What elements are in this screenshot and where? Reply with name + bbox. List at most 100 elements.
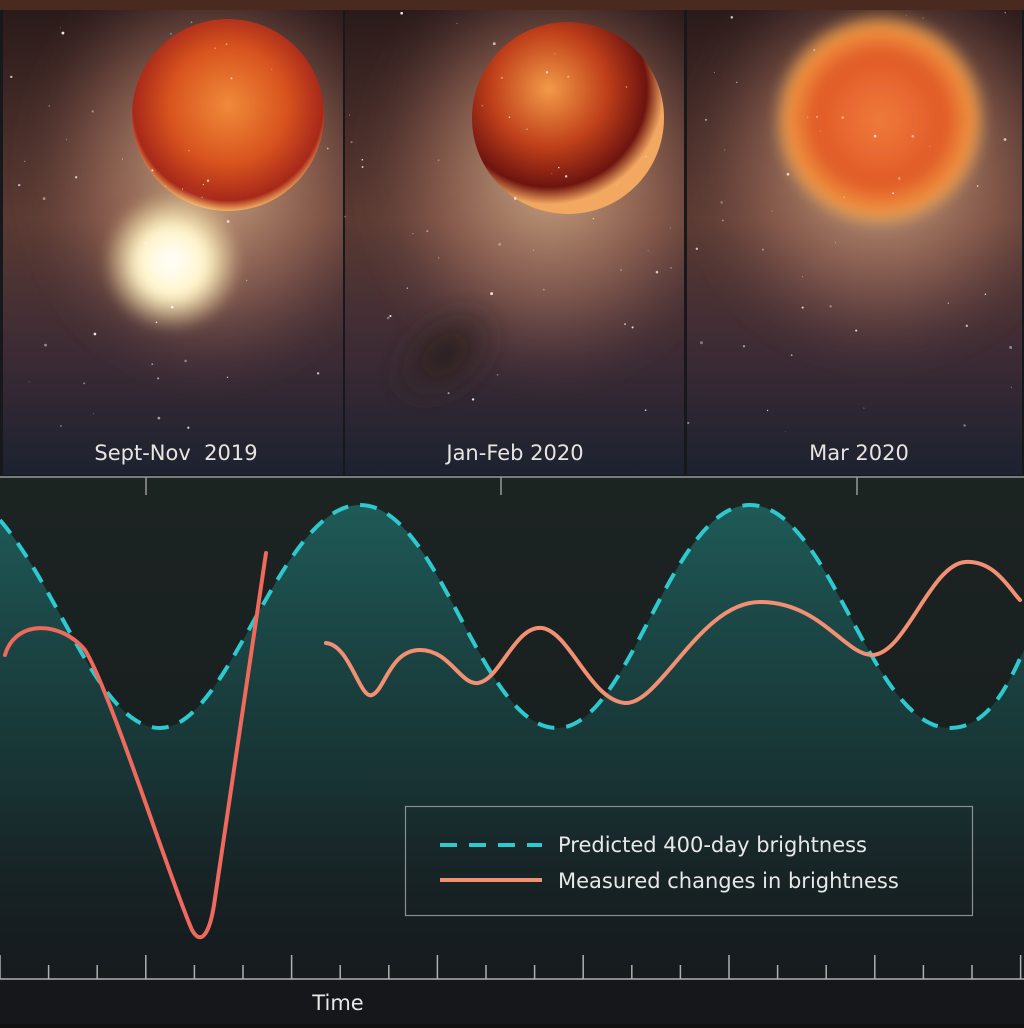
star-dot [74,176,78,179]
star-dot [790,354,793,357]
star-dot [807,116,809,118]
top-strip [0,0,1024,10]
star-dot [620,268,623,271]
star-dot [873,134,877,138]
star-dot [122,158,124,160]
star-dot [490,292,494,296]
star-dot [18,184,21,187]
star-dot [44,343,47,347]
star-dot [24,160,26,163]
star-dot [835,242,836,244]
star-dot [1003,138,1007,141]
star-dot [437,159,440,161]
star-dot [892,192,895,195]
star-dot [670,267,672,269]
star-dot [855,329,858,332]
star-dot [201,196,203,198]
star-dot [625,86,628,88]
top-ticks [145,477,858,495]
star-dot [705,118,707,121]
star-dot [730,16,734,19]
star-dot [905,14,907,16]
star-dot [406,287,408,289]
star-dot [695,247,699,250]
star-dot [61,31,65,35]
star-dot [829,305,832,308]
star-dot [766,409,769,412]
star-dot [545,71,549,74]
star-dot [533,249,535,251]
star-dot [170,33,172,35]
star-dot [616,184,618,186]
star-dot [187,426,190,429]
star-dot [350,141,353,144]
star-dot [644,409,647,411]
star-dot [83,382,86,385]
star-dot [699,341,703,345]
star-dot [246,279,248,282]
star-dot [151,363,154,366]
star-dot [91,110,94,113]
star-dot [214,47,217,50]
star-dot [344,215,346,218]
star-dot [492,42,496,46]
star-dot [687,421,690,425]
star-dot [819,130,821,132]
star-dot [48,105,51,107]
star-dot [647,250,649,252]
panel-label: Mar 2020 [809,441,909,465]
panel-label: Sept-Nov 2019 [94,441,257,465]
star-dot [498,243,502,246]
star-dot [182,188,184,190]
star-dot [801,306,804,309]
star-dot [447,392,450,395]
star-dot [645,156,647,158]
star-dot [963,424,966,427]
star-dot [965,324,968,327]
star-dot [271,68,273,70]
star-dot [984,293,987,296]
star-dot [526,128,528,130]
star [772,12,988,228]
star-dot [720,201,723,204]
star-dot [631,326,634,329]
legend-label: Predicted 400-day brightness [558,833,867,857]
star-dot [226,376,229,378]
star-dot [1009,346,1013,349]
star-dot [153,224,155,226]
axis-strip [0,980,1024,1024]
star-dot [165,185,166,187]
star-dot [508,116,511,119]
x-axis-label: Time [311,991,363,1015]
star-dot [841,116,845,119]
star-dot [349,114,351,116]
star-dot [947,302,949,304]
star-dot [1004,12,1006,14]
legend: Predicted 400-day brightness Measured ch… [404,805,974,917]
star-dot [761,248,765,251]
panel [3,10,343,475]
star-dot [592,218,594,220]
star-dot [456,23,458,25]
star [472,22,664,214]
panel-label: Jan-Feb 2020 [444,441,583,465]
star-dot [60,425,62,427]
star-dot [929,145,931,147]
star-dot [513,197,517,200]
star-dot [65,139,67,141]
star-dot [157,377,160,380]
star-dot [326,147,329,150]
companion-star [102,192,242,332]
star-dot [412,232,414,235]
star-dot [785,430,787,432]
star-dot [184,359,187,363]
star-dot [816,116,818,118]
star-dot [361,158,364,161]
star-dot [911,134,915,138]
star-dot [170,305,174,309]
star-dot [481,104,484,107]
legend-label: Measured changes in brightness [558,869,899,893]
star-dot [230,77,233,80]
star-dot [736,81,738,84]
